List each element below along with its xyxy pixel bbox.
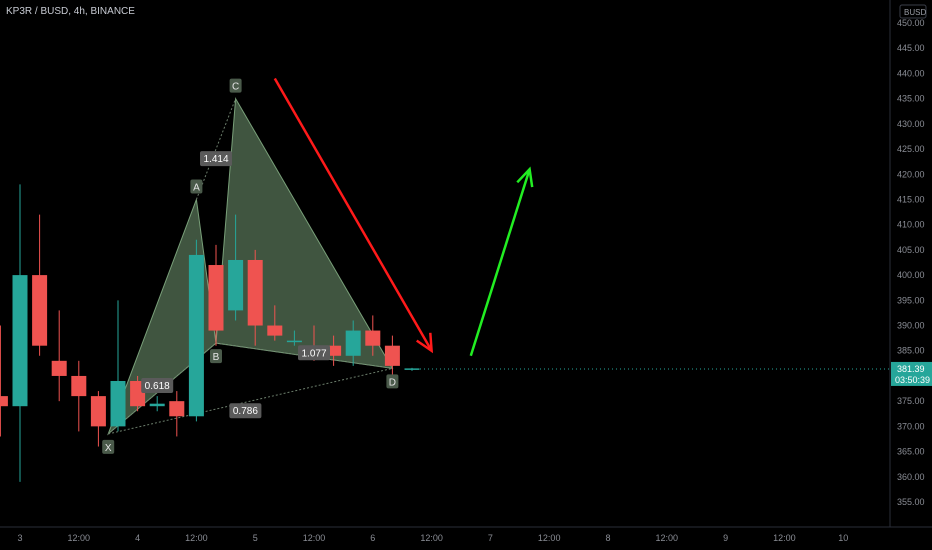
x-tick-label: 12:00 [656, 533, 679, 543]
y-tick-label: 390.00 [897, 321, 925, 331]
pattern-point-label: D [389, 377, 396, 388]
y-tick-label: 450.00 [897, 18, 925, 28]
y-tick-label: 360.00 [897, 472, 925, 482]
ratio-label: 0.618 [145, 381, 170, 392]
y-tick-label: 395.00 [897, 295, 925, 305]
unit-badge[interactable] [899, 4, 927, 19]
candle-body[interactable] [149, 403, 165, 407]
unit-badge-label: BUSD [904, 8, 926, 17]
candle-body[interactable] [365, 330, 381, 346]
x-tick-label: 12:00 [773, 533, 796, 543]
candle-body[interactable] [404, 368, 420, 370]
ratio-label: 1.414 [203, 154, 228, 165]
candle-body[interactable] [32, 275, 48, 346]
pattern-point-label: B [213, 352, 220, 363]
pattern-point-badge[interactable] [229, 78, 242, 93]
y-tick-label: 425.00 [897, 144, 925, 154]
x-tick-label: 12:00 [303, 533, 326, 543]
candle-body[interactable] [169, 401, 185, 417]
chart-title: KP3R / BUSD, 4h, BINANCE [6, 6, 135, 17]
y-tick-label: 420.00 [897, 169, 925, 179]
candle-body[interactable] [384, 345, 400, 366]
x-tick-label: 12:00 [538, 533, 561, 543]
up-arrow[interactable] [469, 168, 531, 357]
x-tick-label: 12:00 [185, 533, 208, 543]
candle-body[interactable] [345, 330, 361, 356]
y-tick-label: 400.00 [897, 270, 925, 280]
candle-body[interactable] [188, 254, 204, 417]
ratio-badge[interactable] [298, 345, 330, 361]
current-price-label: 381.39 [897, 364, 925, 374]
y-tick-label: 440.00 [897, 68, 925, 78]
ratio-badge[interactable] [200, 151, 232, 167]
ratio-label: 1.077 [301, 348, 326, 359]
pattern-point-label: C [232, 82, 239, 93]
candle-body[interactable] [326, 345, 342, 356]
pattern-triangle-bcd[interactable] [215, 96, 394, 370]
x-tick-label: 8 [605, 533, 610, 543]
pattern-point-badge[interactable] [102, 439, 115, 454]
y-tick-label: 385.00 [897, 346, 925, 356]
pattern-point-badge[interactable] [210, 349, 222, 364]
up-arrow-head [516, 166, 534, 188]
current-price-badge[interactable] [891, 361, 932, 386]
candle-body[interactable] [228, 259, 244, 311]
candle-body[interactable] [0, 396, 8, 407]
candle-body[interactable] [71, 375, 87, 397]
candle-body[interactable] [267, 325, 283, 336]
candle-body[interactable] [51, 360, 67, 376]
x-tick-label: 9 [723, 533, 728, 543]
x-tick-label: 3 [17, 533, 22, 543]
x-tick-label: 6 [370, 533, 375, 543]
pattern-point-badge[interactable] [190, 179, 203, 194]
x-tick-label: 7 [488, 533, 493, 543]
y-tick-label: 355.00 [897, 497, 925, 507]
down-arrow-head [416, 332, 434, 354]
candle-body[interactable] [110, 380, 126, 427]
candle-body[interactable] [208, 265, 224, 331]
y-tick-label: 430.00 [897, 119, 925, 129]
candle-countdown-label: 03:50:39 [895, 375, 930, 385]
x-tick-label: 4 [135, 533, 140, 543]
down-arrow[interactable] [273, 77, 433, 352]
y-tick-label: 375.00 [897, 396, 925, 406]
y-tick-label: 405.00 [897, 245, 925, 255]
candle-body[interactable] [247, 259, 263, 326]
ratio-badge[interactable] [229, 403, 262, 419]
ratio-label: 0.786 [233, 406, 258, 417]
candle-body[interactable] [286, 340, 302, 343]
y-tick-label: 410.00 [897, 220, 925, 230]
y-tick-label: 435.00 [897, 94, 925, 104]
pattern-point-badge[interactable] [386, 374, 399, 389]
candle-body[interactable] [12, 275, 28, 407]
x-tick-label: 10 [838, 533, 848, 543]
y-tick-label: 415.00 [897, 194, 925, 204]
y-tick-label: 365.00 [897, 447, 925, 457]
x-tick-label: 12:00 [68, 533, 91, 543]
y-tick-label: 445.00 [897, 43, 925, 53]
pattern-point-label: X [105, 443, 112, 454]
candle-body[interactable] [90, 396, 106, 427]
pattern-diagonal [108, 367, 393, 435]
x-tick-label: 12:00 [420, 533, 443, 543]
x-tick-label: 5 [253, 533, 258, 543]
y-tick-label: 370.00 [897, 421, 925, 431]
ratio-badge[interactable] [141, 378, 174, 394]
pattern-point-label: A [193, 182, 200, 193]
